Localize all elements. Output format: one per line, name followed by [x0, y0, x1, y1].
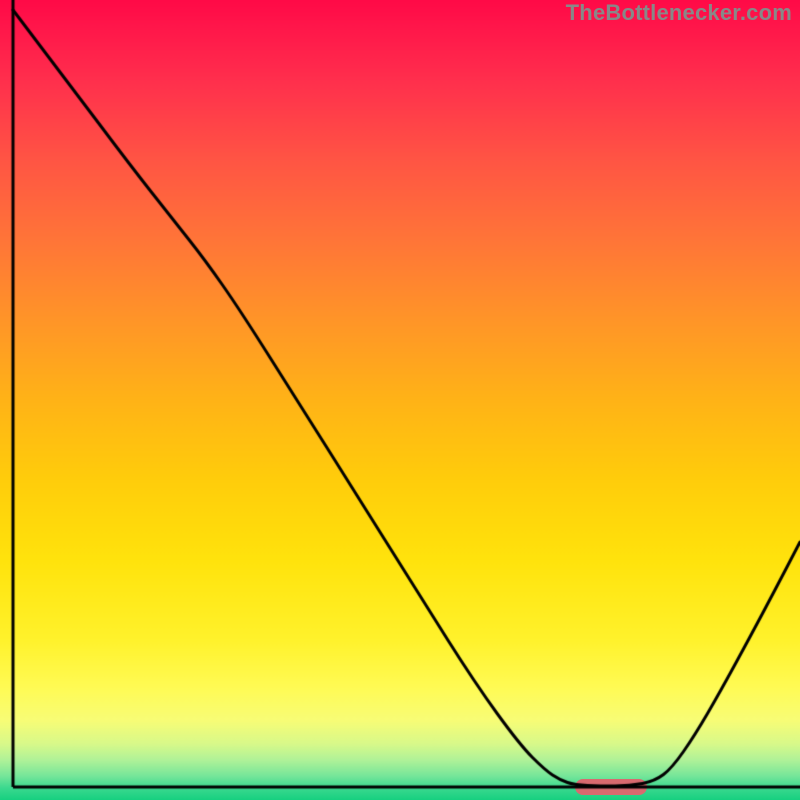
- chart-container: TheBottlenecker.com: [0, 0, 800, 800]
- bottleneck-curve: [0, 0, 800, 800]
- watermark-text: TheBottlenecker.com: [566, 0, 792, 26]
